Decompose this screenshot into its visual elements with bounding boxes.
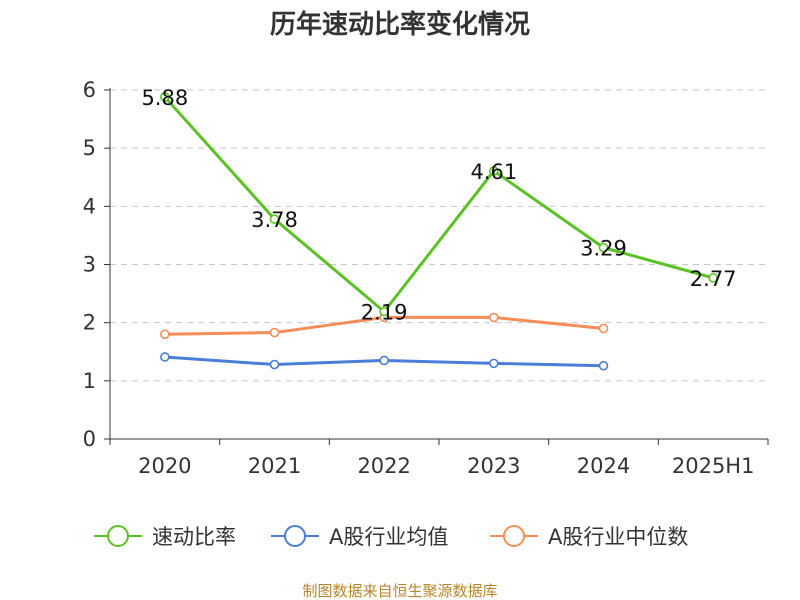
- source-note: 制图数据来自恒生聚源数据库: [302, 582, 497, 600]
- x-tick-label: 2022: [357, 454, 410, 478]
- data-label: 3.78: [251, 208, 298, 232]
- data-label: 2.19: [361, 301, 408, 325]
- legend-item[interactable]: A股行业中位数: [490, 525, 688, 549]
- series-0: [160, 92, 718, 317]
- data-point[interactable]: [379, 306, 389, 317]
- y-tick-label: 0: [83, 427, 96, 451]
- data-label: 2.77: [690, 267, 737, 291]
- legend-label: 速动比率: [152, 525, 236, 549]
- series-line: [163, 95, 714, 314]
- y-tick-label: 4: [83, 194, 96, 218]
- y-tick-label: 6: [83, 78, 96, 102]
- x-tick-label: 2025H1: [672, 454, 755, 478]
- data-labels: 5.88 3.78 2.19 4.61 3.29 2.77: [141, 86, 736, 325]
- grid-lines: [110, 89, 768, 382]
- y-tick-label: 5: [83, 136, 96, 160]
- data-label: 5.88: [141, 86, 188, 110]
- data-point[interactable]: [489, 166, 499, 176]
- series-group: [160, 92, 718, 371]
- y-axis-ticks: 0 1 2 3 4 5 6: [83, 78, 96, 451]
- data-point[interactable]: [379, 355, 389, 366]
- legend-item[interactable]: A股行业均值: [271, 525, 448, 549]
- y-tick-label: 3: [83, 253, 96, 277]
- data-point[interactable]: [269, 327, 280, 338]
- data-point[interactable]: [489, 358, 499, 369]
- x-tick-label: 2023: [467, 454, 520, 478]
- x-tick-label: 2020: [138, 454, 191, 478]
- y-tick-label: 1: [83, 369, 96, 393]
- data-point[interactable]: [160, 352, 170, 362]
- data-label: 3.29: [580, 237, 627, 261]
- data-point[interactable]: [160, 92, 170, 102]
- y-tick-label: 2: [83, 311, 96, 335]
- legend-item[interactable]: 速动比率: [94, 525, 236, 549]
- chart-title: 历年速动比率变化情况: [270, 9, 530, 40]
- data-point[interactable]: [269, 214, 280, 224]
- legend-marker-icon: [107, 525, 129, 547]
- legend-label: A股行业均值: [329, 525, 448, 549]
- x-tick-label: 2021: [248, 454, 301, 478]
- data-point[interactable]: [598, 242, 609, 253]
- legend-label: A股行业中位数: [548, 525, 688, 549]
- series-1: [160, 352, 609, 371]
- data-point[interactable]: [269, 359, 280, 370]
- data-point[interactable]: [598, 360, 609, 371]
- legend[interactable]: 速动比率 A股行业均值 A股行业中位数: [94, 525, 688, 549]
- legend-marker-icon: [284, 525, 306, 547]
- axes: [104, 88, 769, 445]
- legend-marker-icon: [503, 525, 525, 547]
- x-axis-ticks: 2020 2021 2022 2023 2024 2025H1: [138, 454, 754, 478]
- x-tick-label: 2024: [577, 454, 630, 478]
- data-label: 4.61: [470, 160, 517, 184]
- data-point[interactable]: [489, 312, 499, 323]
- data-point[interactable]: [708, 273, 718, 283]
- data-point[interactable]: [598, 323, 609, 334]
- data-point[interactable]: [160, 329, 170, 340]
